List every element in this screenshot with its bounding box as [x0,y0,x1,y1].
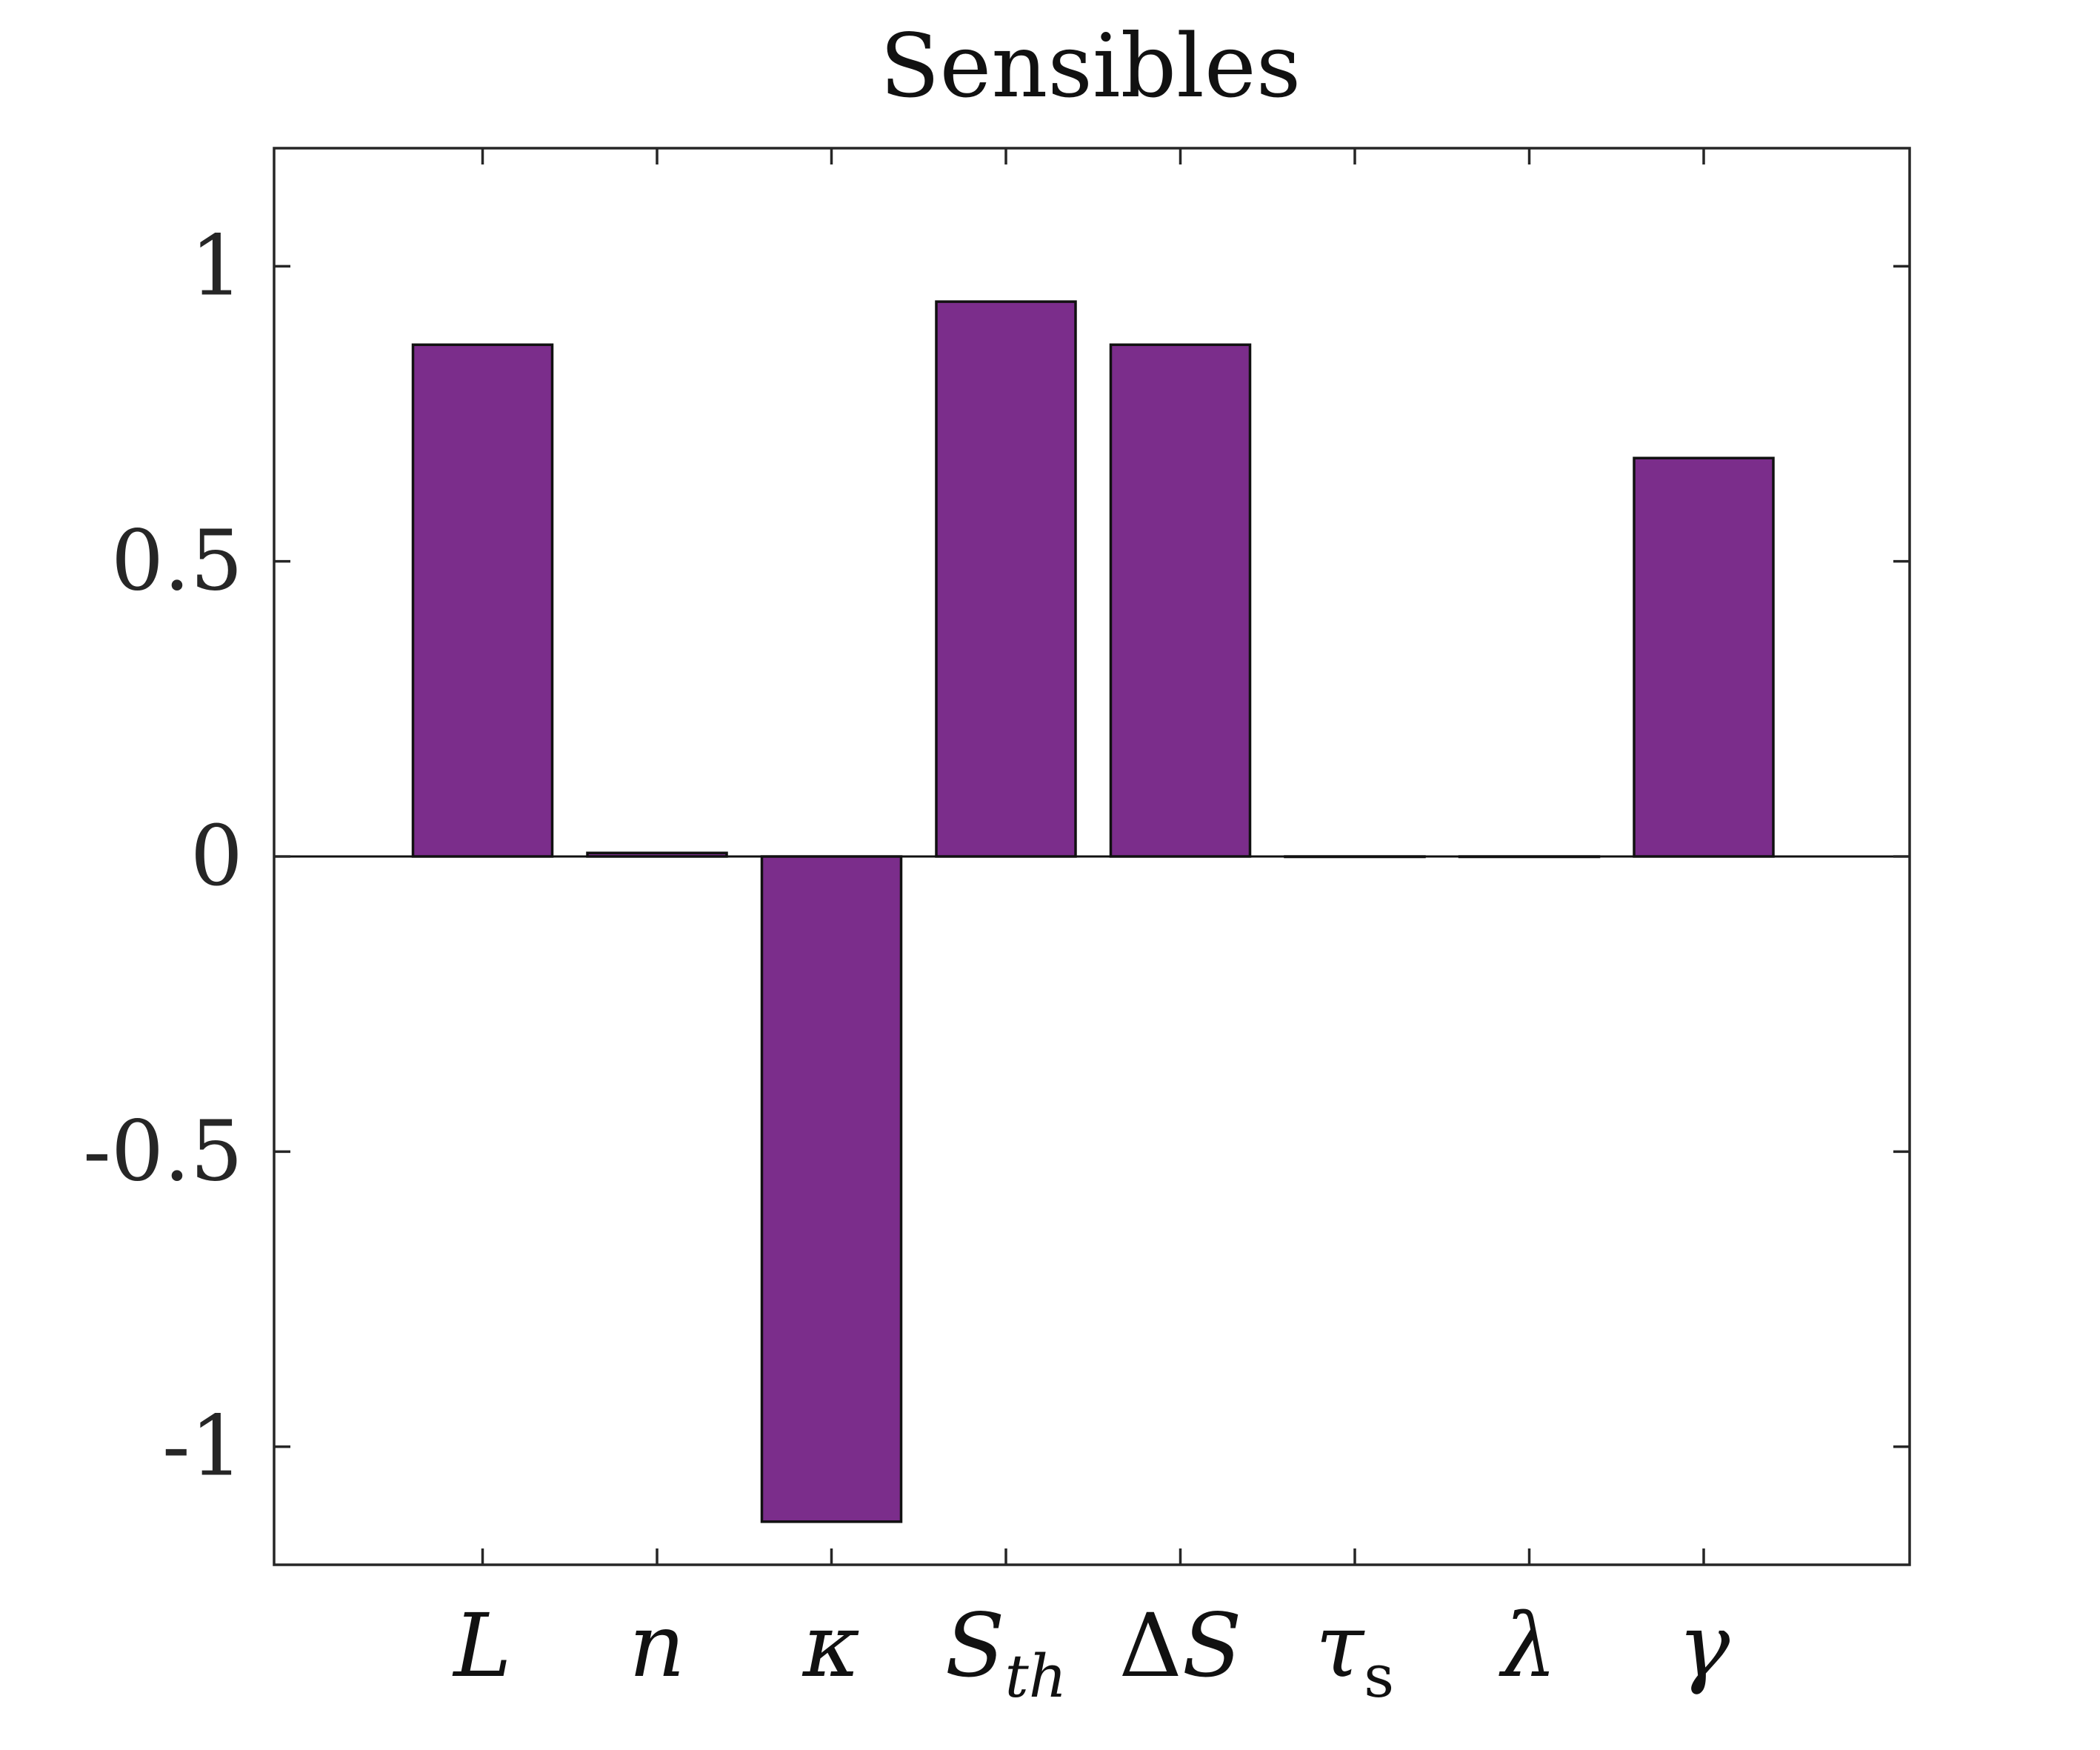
y-tick-label: 1 [190,218,243,314]
bar-3 [760,855,903,1523]
y-tick-label: 0.5 [111,513,243,610]
y-tick-label: -1 [162,1399,243,1495]
y-tick-label: 0 [190,808,243,905]
bar-4 [935,300,1077,858]
y-ticks-group: -1 -0.5 0 0.5 1 [83,218,1910,1495]
x-tick-label: τs [1316,1594,1394,1711]
x-tick-label: L [452,1594,511,1697]
bars-group [411,300,1775,1523]
chart-title: Sensibles [880,15,1301,117]
bar-1 [411,343,554,858]
x-tick-label: κ [801,1594,860,1697]
x-tick-label: γ [1678,1594,1730,1697]
x-tick-label: λ [1499,1594,1557,1697]
x-tick-label: n [629,1594,685,1697]
x-tick-label: ΔS [1119,1594,1241,1697]
y-tick-label: -0.5 [83,1103,243,1200]
bar-8 [1633,456,1775,858]
bar-5 [1109,343,1252,858]
x-tick-label: Sth [945,1594,1067,1711]
